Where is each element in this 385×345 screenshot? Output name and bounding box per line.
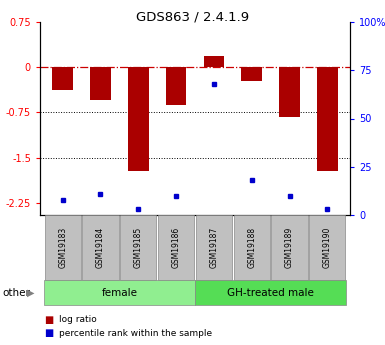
Text: female: female bbox=[101, 287, 137, 297]
Text: log ratio: log ratio bbox=[59, 315, 97, 325]
Bar bbox=[52, 67, 73, 90]
Bar bbox=[317, 67, 338, 171]
Bar bbox=[166, 67, 186, 105]
Bar bbox=[279, 67, 300, 117]
Bar bbox=[204, 56, 224, 67]
Text: GSM19183: GSM19183 bbox=[58, 227, 67, 268]
Bar bbox=[234, 215, 270, 280]
Text: GSM19189: GSM19189 bbox=[285, 227, 294, 268]
Text: GSM19184: GSM19184 bbox=[96, 227, 105, 268]
Text: ■: ■ bbox=[44, 328, 53, 338]
Bar bbox=[45, 215, 81, 280]
Text: GSM19185: GSM19185 bbox=[134, 227, 143, 268]
Text: GSM19190: GSM19190 bbox=[323, 227, 332, 268]
Bar bbox=[158, 215, 194, 280]
Text: ■: ■ bbox=[44, 315, 53, 325]
Text: GDS863 / 2.4.1.9: GDS863 / 2.4.1.9 bbox=[136, 10, 249, 23]
Bar bbox=[120, 215, 156, 280]
Bar bbox=[90, 67, 111, 100]
Bar bbox=[241, 67, 262, 80]
Bar bbox=[128, 67, 149, 171]
Bar bbox=[271, 215, 308, 280]
Text: GSM19188: GSM19188 bbox=[247, 227, 256, 268]
Text: percentile rank within the sample: percentile rank within the sample bbox=[59, 328, 213, 337]
Bar bbox=[195, 280, 346, 305]
Text: other: other bbox=[2, 287, 30, 297]
Text: ▶: ▶ bbox=[27, 287, 34, 297]
Bar bbox=[196, 215, 232, 280]
Bar bbox=[82, 215, 119, 280]
Text: GSM19187: GSM19187 bbox=[209, 227, 218, 268]
Text: GH-treated male: GH-treated male bbox=[227, 287, 314, 297]
Bar bbox=[309, 215, 345, 280]
Bar bbox=[44, 280, 195, 305]
Text: GSM19186: GSM19186 bbox=[172, 227, 181, 268]
